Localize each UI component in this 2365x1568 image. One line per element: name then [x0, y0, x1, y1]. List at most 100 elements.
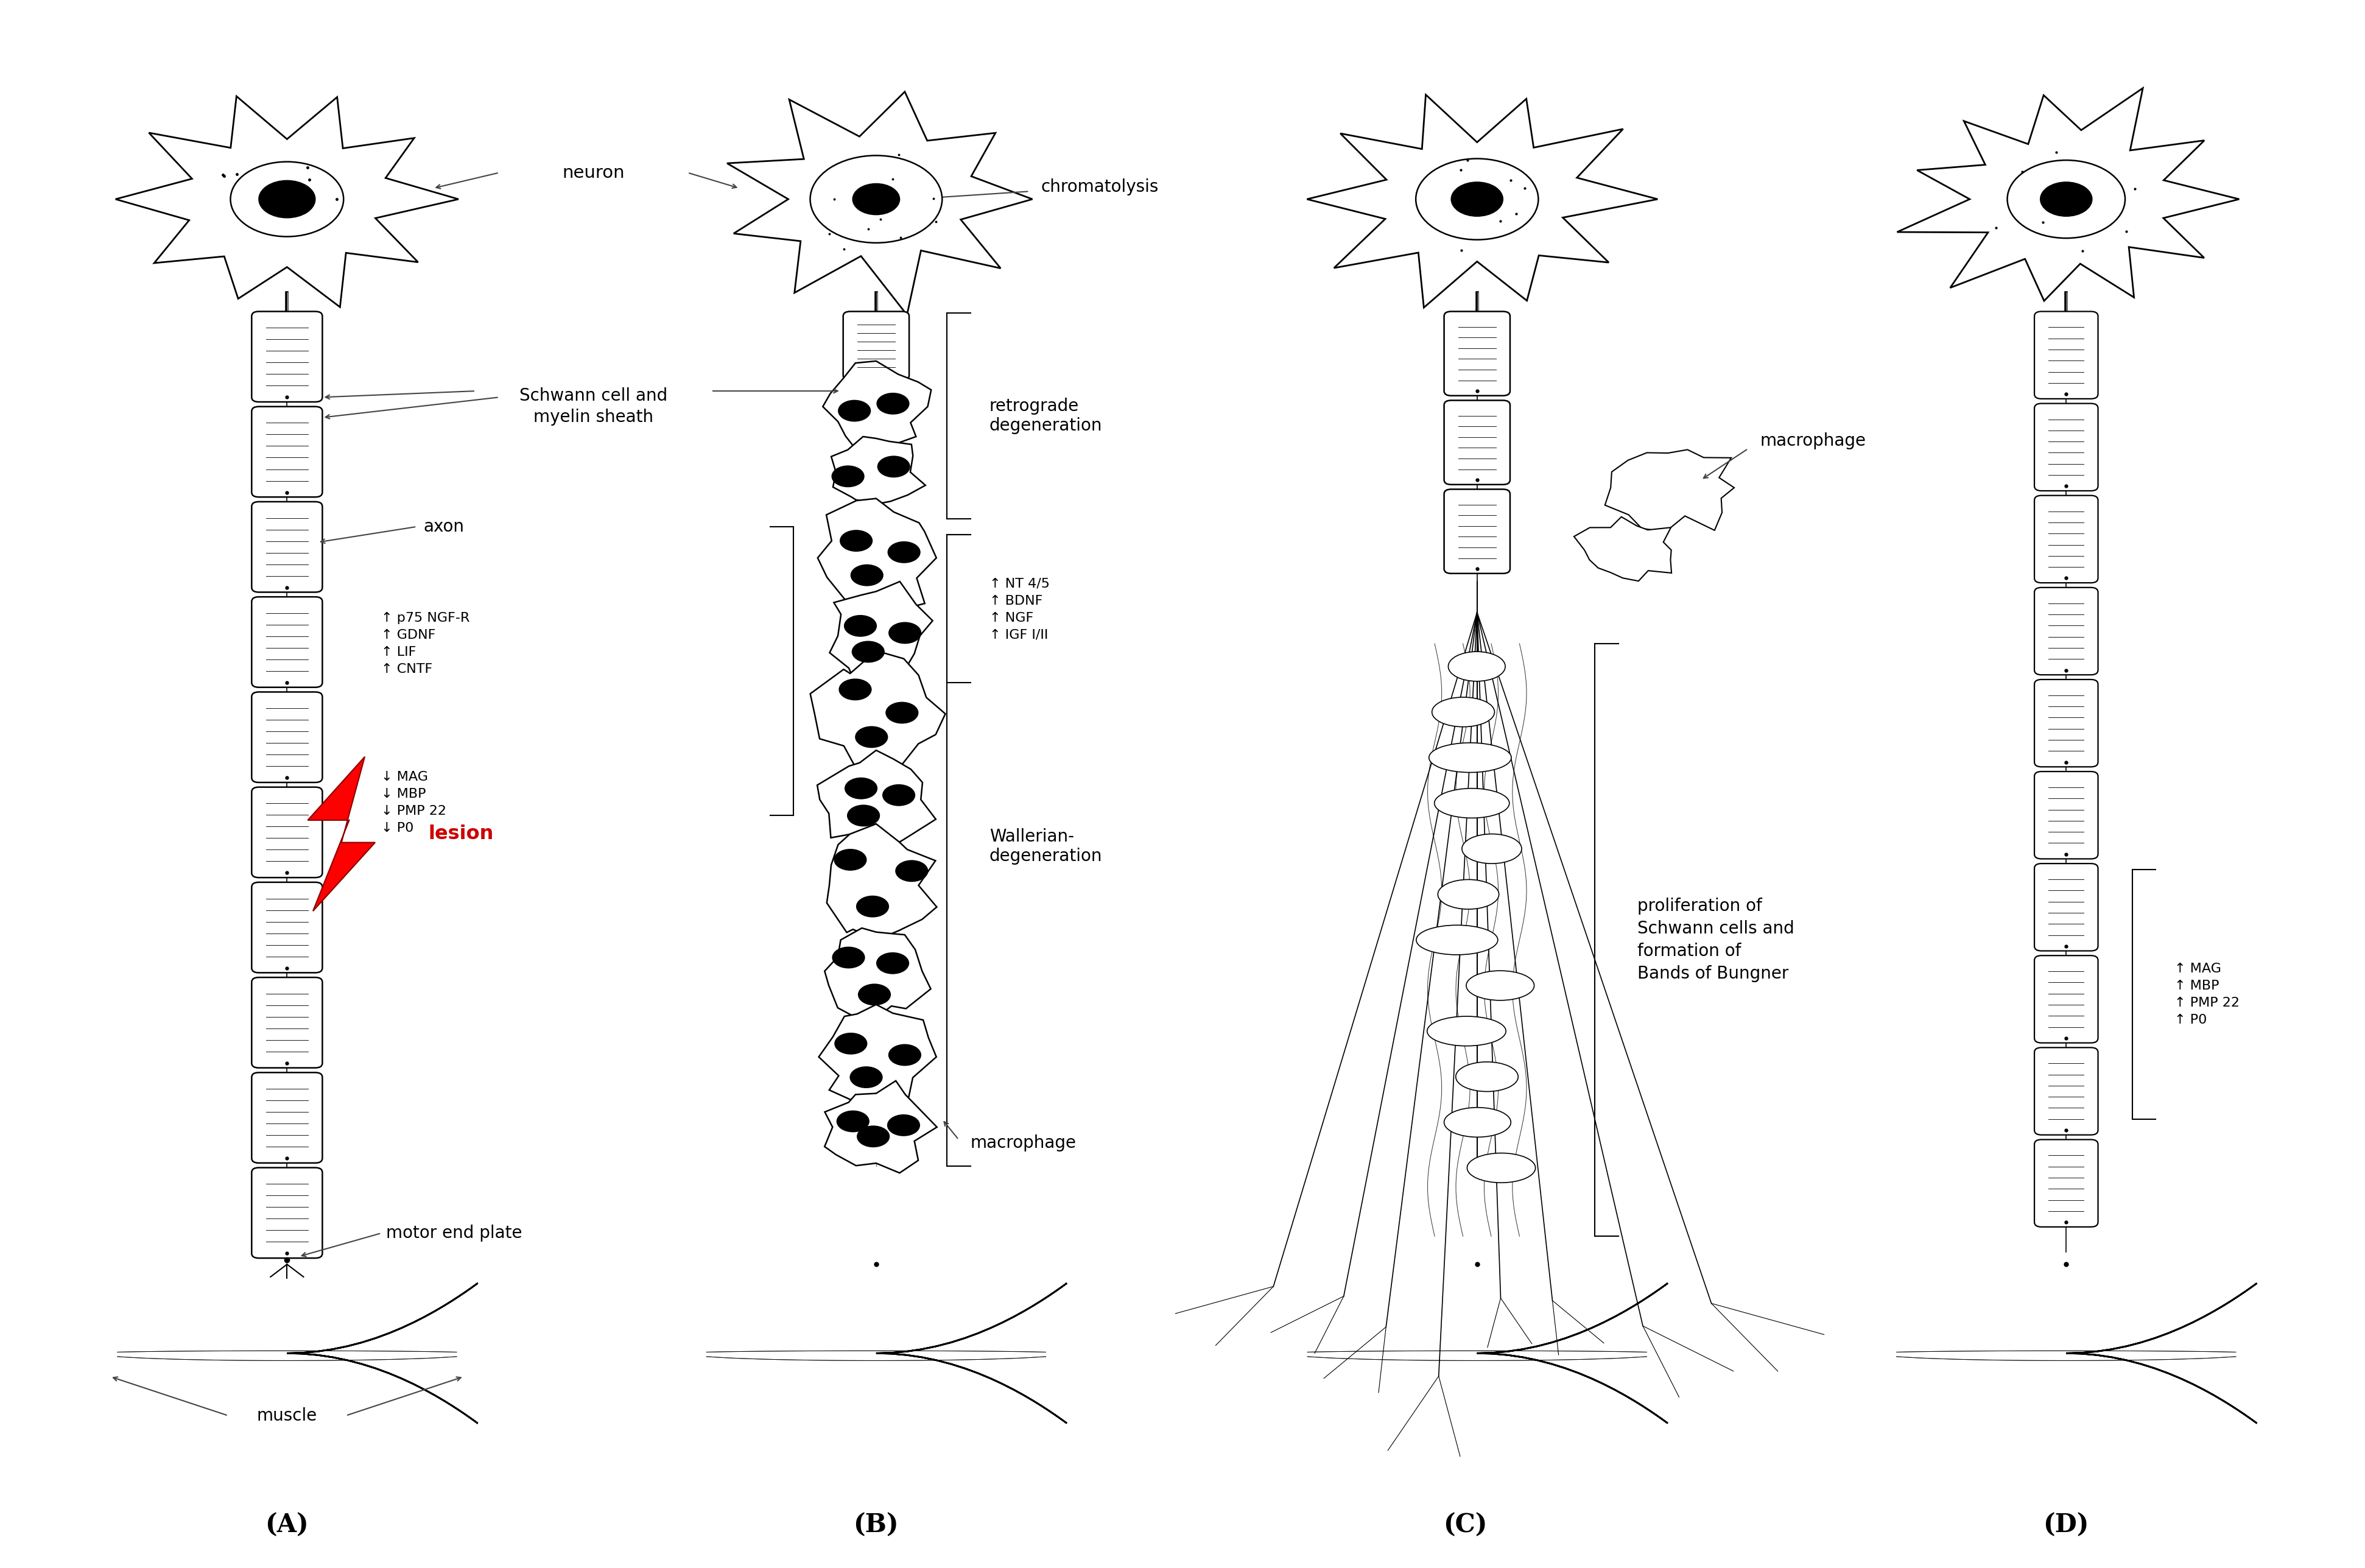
- Circle shape: [889, 1044, 922, 1066]
- Text: (B): (B): [854, 1512, 899, 1538]
- Ellipse shape: [1428, 743, 1511, 773]
- Text: (D): (D): [2043, 1512, 2088, 1538]
- Polygon shape: [818, 1005, 937, 1102]
- Text: proliferation of
Schwann cells and
formation of
Bands of Bungner: proliferation of Schwann cells and forma…: [1637, 898, 1795, 982]
- Polygon shape: [307, 757, 376, 911]
- Text: muscle: muscle: [258, 1406, 317, 1424]
- Circle shape: [887, 541, 920, 563]
- Polygon shape: [1478, 1283, 1667, 1424]
- Polygon shape: [818, 750, 937, 847]
- Circle shape: [889, 622, 922, 644]
- FancyBboxPatch shape: [844, 312, 908, 379]
- Circle shape: [875, 952, 908, 974]
- Circle shape: [854, 183, 899, 215]
- Text: retrograde
degeneration: retrograde degeneration: [989, 398, 1102, 434]
- Circle shape: [856, 1126, 889, 1148]
- Text: axon: axon: [423, 517, 464, 535]
- Polygon shape: [830, 436, 925, 503]
- Text: neuron: neuron: [563, 165, 624, 182]
- Circle shape: [258, 180, 315, 218]
- Circle shape: [844, 778, 877, 800]
- FancyBboxPatch shape: [251, 691, 322, 782]
- Ellipse shape: [1457, 1062, 1518, 1091]
- Circle shape: [882, 784, 915, 806]
- FancyBboxPatch shape: [2034, 864, 2098, 950]
- Ellipse shape: [1462, 834, 1521, 864]
- Circle shape: [840, 530, 873, 552]
- FancyBboxPatch shape: [251, 312, 322, 401]
- Polygon shape: [1606, 450, 1734, 532]
- FancyBboxPatch shape: [2034, 955, 2098, 1043]
- FancyBboxPatch shape: [251, 406, 322, 497]
- Circle shape: [1417, 158, 1537, 240]
- Text: motor end plate: motor end plate: [385, 1225, 523, 1242]
- FancyBboxPatch shape: [251, 1073, 322, 1163]
- Circle shape: [887, 1115, 920, 1137]
- Circle shape: [885, 702, 918, 724]
- FancyBboxPatch shape: [251, 597, 322, 687]
- FancyBboxPatch shape: [2034, 679, 2098, 767]
- Polygon shape: [1308, 94, 1658, 307]
- Ellipse shape: [1445, 1107, 1511, 1137]
- Ellipse shape: [1417, 925, 1497, 955]
- Circle shape: [856, 726, 887, 748]
- FancyBboxPatch shape: [1445, 312, 1511, 395]
- FancyBboxPatch shape: [2034, 403, 2098, 491]
- Circle shape: [856, 895, 889, 917]
- FancyBboxPatch shape: [2034, 312, 2098, 398]
- FancyBboxPatch shape: [1445, 400, 1511, 485]
- Circle shape: [847, 804, 880, 826]
- Circle shape: [835, 848, 868, 870]
- Polygon shape: [875, 1283, 1067, 1424]
- Polygon shape: [825, 928, 932, 1021]
- FancyBboxPatch shape: [2034, 495, 2098, 583]
- Ellipse shape: [1438, 880, 1499, 909]
- FancyBboxPatch shape: [2034, 1140, 2098, 1226]
- Ellipse shape: [1431, 698, 1495, 728]
- Circle shape: [844, 615, 877, 637]
- Circle shape: [837, 400, 870, 422]
- Text: lesion: lesion: [428, 825, 494, 844]
- Polygon shape: [116, 96, 459, 307]
- Polygon shape: [2067, 1283, 2256, 1424]
- Circle shape: [851, 641, 885, 663]
- Polygon shape: [811, 651, 946, 770]
- Circle shape: [896, 861, 927, 881]
- Text: (A): (A): [265, 1512, 310, 1538]
- FancyBboxPatch shape: [251, 883, 322, 972]
- FancyBboxPatch shape: [2034, 588, 2098, 674]
- Circle shape: [2008, 160, 2126, 238]
- Circle shape: [832, 466, 866, 488]
- Text: Wallerian-
degeneration: Wallerian- degeneration: [989, 828, 1102, 866]
- Text: ↑ MAG
↑ MBP
↑ PMP 22
↑ P0: ↑ MAG ↑ MBP ↑ PMP 22 ↑ P0: [2173, 963, 2240, 1025]
- Circle shape: [851, 564, 885, 586]
- Text: (C): (C): [1443, 1512, 1488, 1538]
- Circle shape: [1452, 182, 1504, 216]
- Ellipse shape: [1466, 971, 1535, 1000]
- FancyBboxPatch shape: [1445, 489, 1511, 574]
- Ellipse shape: [1447, 652, 1504, 681]
- Ellipse shape: [1466, 1152, 1535, 1182]
- Polygon shape: [1897, 88, 2240, 301]
- Circle shape: [811, 155, 941, 243]
- Circle shape: [849, 1066, 882, 1088]
- Circle shape: [877, 456, 911, 478]
- Text: chromatolysis: chromatolysis: [1041, 179, 1159, 196]
- FancyBboxPatch shape: [251, 1168, 322, 1258]
- Text: macrophage: macrophage: [1760, 433, 1866, 450]
- Text: Schwann cell and
myelin sheath: Schwann cell and myelin sheath: [520, 387, 667, 425]
- Polygon shape: [286, 1283, 478, 1424]
- Polygon shape: [1575, 517, 1672, 582]
- Polygon shape: [823, 361, 932, 448]
- Circle shape: [832, 947, 866, 969]
- Polygon shape: [828, 823, 937, 941]
- Polygon shape: [825, 1080, 937, 1173]
- Circle shape: [837, 1110, 870, 1132]
- Circle shape: [229, 162, 343, 237]
- Circle shape: [835, 1033, 868, 1055]
- Polygon shape: [726, 91, 1034, 315]
- Circle shape: [858, 983, 892, 1005]
- Text: ↑ NT 4/5
↑ BDNF
↑ NGF
↑ IGF I/II: ↑ NT 4/5 ↑ BDNF ↑ NGF ↑ IGF I/II: [989, 577, 1050, 641]
- Ellipse shape: [1436, 789, 1509, 818]
- Circle shape: [2041, 182, 2093, 216]
